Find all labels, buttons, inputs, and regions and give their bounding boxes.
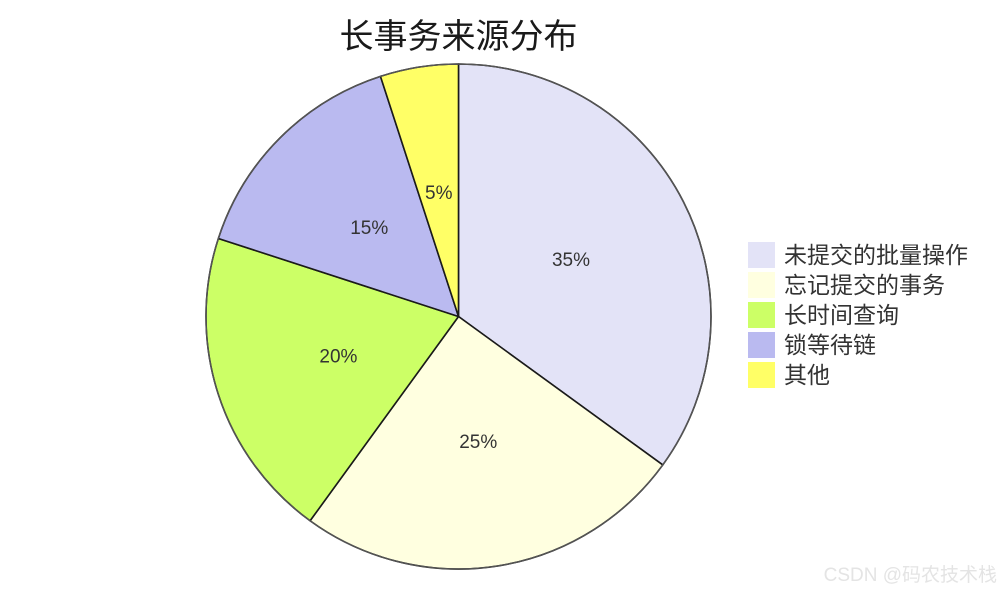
svg-text:20%: 20% <box>319 347 357 368</box>
svg-text:25%: 25% <box>459 432 497 453</box>
svg-text:未提交的批量操作: 未提交的批量操作 <box>784 242 968 268</box>
svg-text:忘记提交的事务: 忘记提交的事务 <box>784 272 945 298</box>
svg-text:其他: 其他 <box>784 362 830 388</box>
svg-text:5%: 5% <box>425 183 453 204</box>
svg-text:长时间查询: 长时间查询 <box>784 302 899 328</box>
svg-text:15%: 15% <box>350 218 388 239</box>
svg-text:35%: 35% <box>552 250 590 271</box>
svg-text:锁等待链: 锁等待链 <box>784 332 876 358</box>
